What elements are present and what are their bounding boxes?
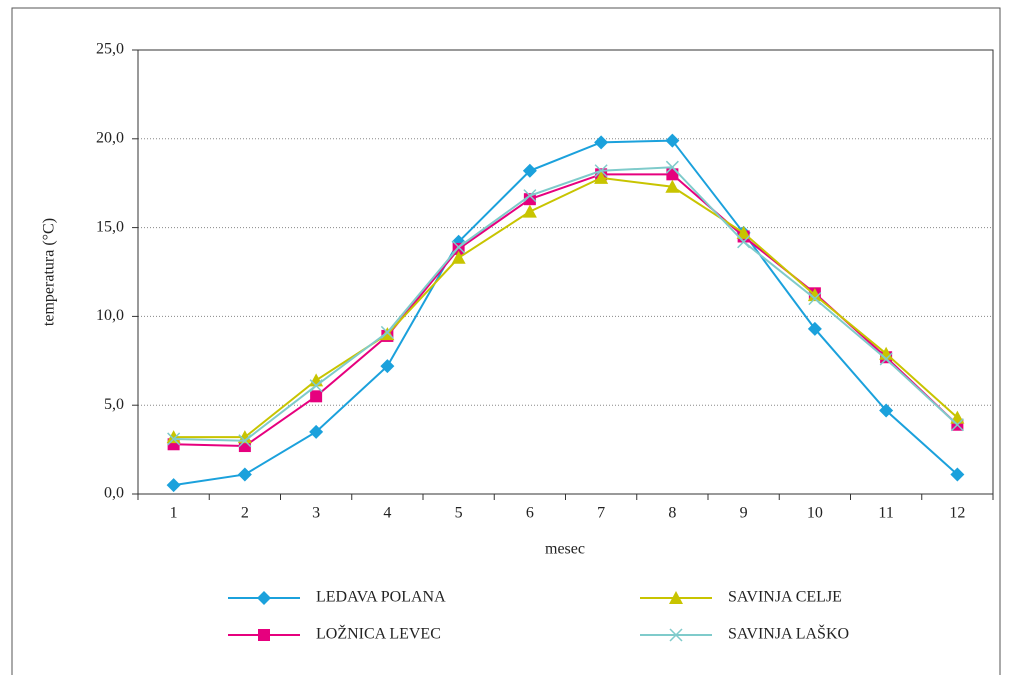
marker [452,240,466,254]
marker [594,135,609,150]
x-tick-label: 6 [526,505,534,522]
marker [737,235,751,249]
marker [665,179,680,193]
y-tick-label: 5,0 [104,396,124,413]
x-tick-label: 5 [455,505,463,522]
marker [309,379,323,393]
marker [258,629,270,641]
marker [594,164,608,178]
legend-label: LEDAVA POLANA [316,589,446,606]
marker [522,204,537,218]
series-line [173,176,959,439]
marker [166,478,181,493]
marker [666,168,679,181]
marker [167,432,181,446]
marker [309,424,324,439]
x-tick-label: 8 [668,505,676,522]
legend-label: LOŽNICA LEVEC [316,624,441,643]
marker [522,163,537,178]
marker [807,321,822,336]
y-tick-label: 0,0 [104,485,124,502]
marker [807,288,822,302]
marker [879,403,894,418]
x-tick-label: 11 [878,505,893,522]
y-tick-label: 10,0 [96,307,124,324]
marker [380,359,395,374]
y-tick-label: 25,0 [96,41,124,58]
x-tick-label: 9 [740,505,748,522]
x-tick-label: 2 [241,505,249,522]
marker [669,591,683,604]
frame [11,7,1001,675]
y-tick-label: 20,0 [96,129,124,146]
marker [950,467,965,482]
marker [237,467,252,482]
marker [736,225,751,239]
legend-label: SAVINJA CELJE [728,589,842,606]
plot-frame [137,49,994,495]
marker [523,189,537,203]
marker [665,160,679,174]
x-tick-label: 4 [383,505,391,522]
marker [238,434,252,448]
marker [523,193,536,206]
x-axis-label: mesec [545,541,585,558]
x-tick-label: 12 [949,505,965,522]
series-line [173,139,959,487]
x-tick-label: 1 [170,505,178,522]
marker [380,325,394,339]
y-tick-label: 15,0 [96,218,124,235]
y-axis-label: temperatura (°C) [41,218,58,326]
x-tick-label: 3 [312,505,320,522]
marker [310,390,323,403]
x-tick-label: 10 [807,505,823,522]
marker [665,133,680,148]
marker [257,591,271,605]
marker [879,352,893,366]
marker [669,628,683,642]
marker [451,250,466,264]
series-line [173,166,959,442]
x-tick-label: 7 [597,505,605,522]
marker [950,418,964,432]
legend-label: SAVINJA LAŠKO [728,624,849,643]
marker [594,170,609,184]
marker [808,292,822,306]
